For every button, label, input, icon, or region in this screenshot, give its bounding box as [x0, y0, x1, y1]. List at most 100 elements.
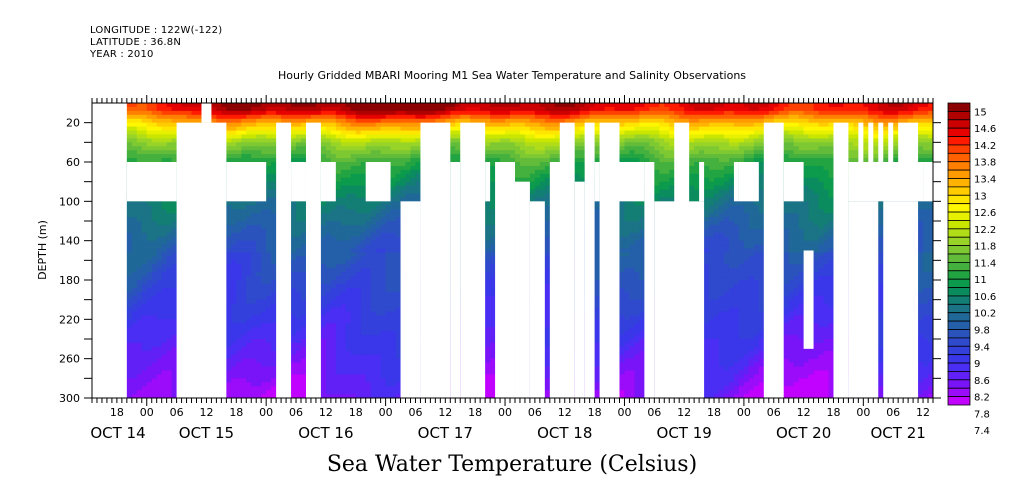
field-cell: [330, 291, 337, 297]
field-cell: [141, 217, 148, 222]
field-cell: [141, 311, 148, 316]
field-cell: [256, 201, 262, 206]
field-cell: [131, 146, 138, 151]
field-cell: [370, 366, 377, 372]
field-cell: [385, 342, 392, 348]
field-cell: [370, 350, 377, 356]
field-cell: [221, 110, 227, 116]
field-cell: [236, 354, 242, 360]
field-cell: [330, 339, 337, 344]
field-cell: [166, 390, 173, 395]
field-cell: [325, 154, 332, 159]
field-cell: [166, 354, 173, 360]
field-cell: [156, 386, 163, 391]
field-cell: [216, 106, 222, 112]
field-cell: [256, 264, 262, 269]
field-cell: [400, 197, 407, 202]
field-cell: [246, 126, 252, 132]
field-cell: [301, 158, 307, 163]
field-cell: [415, 110, 422, 116]
field-cell: [166, 217, 173, 222]
field-cell: [251, 358, 257, 364]
field-cell: [345, 354, 352, 360]
field-cell: [390, 374, 397, 379]
field-cell: [385, 346, 392, 352]
field-cell: [166, 256, 173, 261]
field-cell: [345, 162, 352, 167]
field-cell: [131, 374, 138, 379]
field-cell: [136, 323, 143, 328]
field-cell: [301, 213, 307, 218]
field-cell: [395, 193, 402, 198]
field-cell: [126, 280, 133, 285]
field-cell: [296, 327, 302, 332]
field-cell: [246, 370, 252, 375]
field-cell: [370, 354, 377, 360]
field-cell: [385, 248, 392, 254]
field-cell: [335, 236, 342, 242]
field-cell: [345, 299, 352, 305]
field-cell: [261, 394, 267, 398]
field-cell: [246, 390, 252, 395]
field-cell: [385, 303, 392, 309]
field-cell: [291, 307, 297, 313]
field-cell: [226, 154, 232, 159]
field-cell: [161, 283, 168, 289]
field-cell: [236, 236, 242, 242]
field-cell: [256, 390, 262, 395]
field-cell: [340, 319, 347, 324]
field-cell: [415, 165, 422, 171]
field-cell: [350, 386, 357, 391]
field-cell: [241, 358, 247, 364]
field-cell: [151, 272, 158, 277]
field-cell: [261, 110, 267, 116]
field-cell: [236, 315, 242, 320]
field-cell: [136, 248, 143, 254]
field-cell: [146, 126, 153, 132]
field-cell: [325, 342, 332, 348]
field-cell: [365, 158, 372, 163]
field-cell: [271, 319, 277, 324]
field-cell: [330, 382, 337, 387]
field-cell: [320, 394, 327, 398]
field-cell: [410, 106, 417, 112]
field-cell: [360, 177, 367, 183]
field-cell: [156, 236, 163, 242]
field-cell: [400, 189, 407, 195]
field-cell: [335, 173, 342, 179]
field-cell: [385, 315, 392, 320]
field-cell: [390, 366, 397, 372]
field-cell: [301, 386, 307, 391]
variable-label: Sea Water Temperature (Celsius): [326, 452, 698, 477]
field-cell: [271, 106, 277, 112]
field-cell: [166, 205, 173, 210]
field-cell: [395, 185, 402, 191]
field-cell: [325, 106, 332, 112]
field-cell: [231, 303, 237, 309]
field-cell: [355, 276, 362, 281]
field-cell: [395, 138, 402, 143]
field-cell: [256, 114, 262, 120]
field-cell: [390, 283, 397, 289]
field-cell: [395, 307, 402, 313]
field-cell: [301, 103, 307, 108]
field-cell: [340, 181, 347, 187]
field-cell: [415, 197, 422, 202]
field-cell: [375, 106, 382, 112]
field-cell: [161, 268, 168, 273]
field-cell: [126, 150, 133, 155]
field-cell: [365, 315, 372, 320]
field-cell: [126, 122, 133, 128]
field-cell: [156, 299, 163, 305]
field-cell: [395, 378, 402, 383]
field-cell: [161, 299, 168, 305]
field-cell: [296, 122, 302, 128]
field-cell: [231, 248, 237, 254]
field-cell: [345, 221, 352, 226]
field-cell: [236, 327, 242, 332]
field-cell: [301, 154, 307, 159]
field-cell: [231, 146, 237, 151]
field-cell: [291, 118, 297, 124]
field-cell: [390, 370, 397, 375]
field-cell: [276, 118, 282, 124]
